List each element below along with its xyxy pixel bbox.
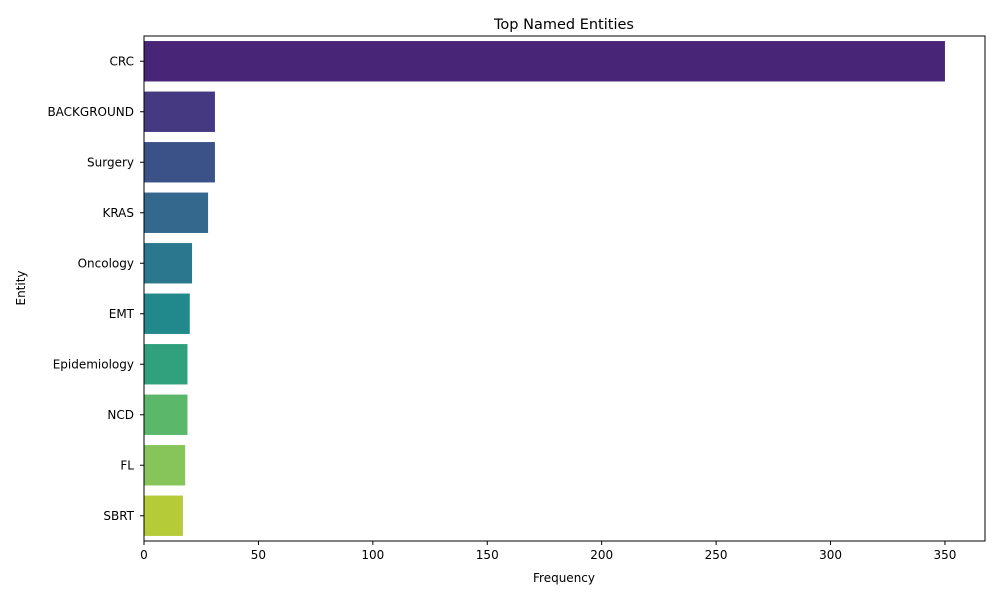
bar-emt — [144, 293, 190, 334]
bar-epidemiology — [144, 344, 188, 385]
y-tick-label-emt: EMT — [109, 307, 135, 321]
chart-title: Top Named Entities — [493, 17, 634, 33]
y-tick-label-sbrt: SBRT — [103, 509, 134, 523]
y-tick-label-oncology: Oncology — [78, 256, 134, 270]
y-tick-label-fl: FL — [120, 458, 134, 472]
y-tick-label-surgery: Surgery — [87, 155, 134, 169]
y-axis-ticks: CRC BACKGROUND Surgery KRAS Oncology EMT Epide… — [47, 54, 144, 523]
x-tick-label-350: 350 — [933, 548, 956, 562]
y-axis-label: Entity — [14, 270, 28, 305]
y-tick-label-epidemiology: Epidemiology — [53, 357, 134, 371]
y-tick-label-kras: KRAS — [102, 206, 134, 220]
bar-crc — [144, 41, 945, 82]
x-tick-label-300: 300 — [819, 548, 842, 562]
plot-frame — [143, 35, 986, 542]
bar-background — [144, 91, 215, 132]
bar-oncology — [144, 243, 193, 284]
x-tick-label-200: 200 — [590, 548, 613, 562]
x-axis-label: Frequency — [533, 571, 595, 585]
x-tick-label-250: 250 — [705, 548, 728, 562]
x-tick-label-0: 0 — [140, 548, 148, 562]
x-tick-label-150: 150 — [476, 548, 499, 562]
bar-surgery — [144, 142, 215, 183]
y-tick-label-crc: CRC — [110, 54, 135, 68]
y-tick-label-background: BACKGROUND — [47, 105, 134, 119]
y-tick-label-ncd: NCD — [107, 408, 134, 422]
bar-sbrt — [144, 495, 183, 536]
x-tick-label-100: 100 — [361, 548, 384, 562]
x-axis-ticks: 0 50 100 150 200 250 300 350 — [140, 541, 956, 562]
bar-ncd — [144, 394, 188, 435]
x-tick-label-50: 50 — [251, 548, 266, 562]
bar-kras — [144, 192, 209, 233]
bar-fl — [144, 445, 186, 486]
bars-group — [144, 41, 945, 536]
